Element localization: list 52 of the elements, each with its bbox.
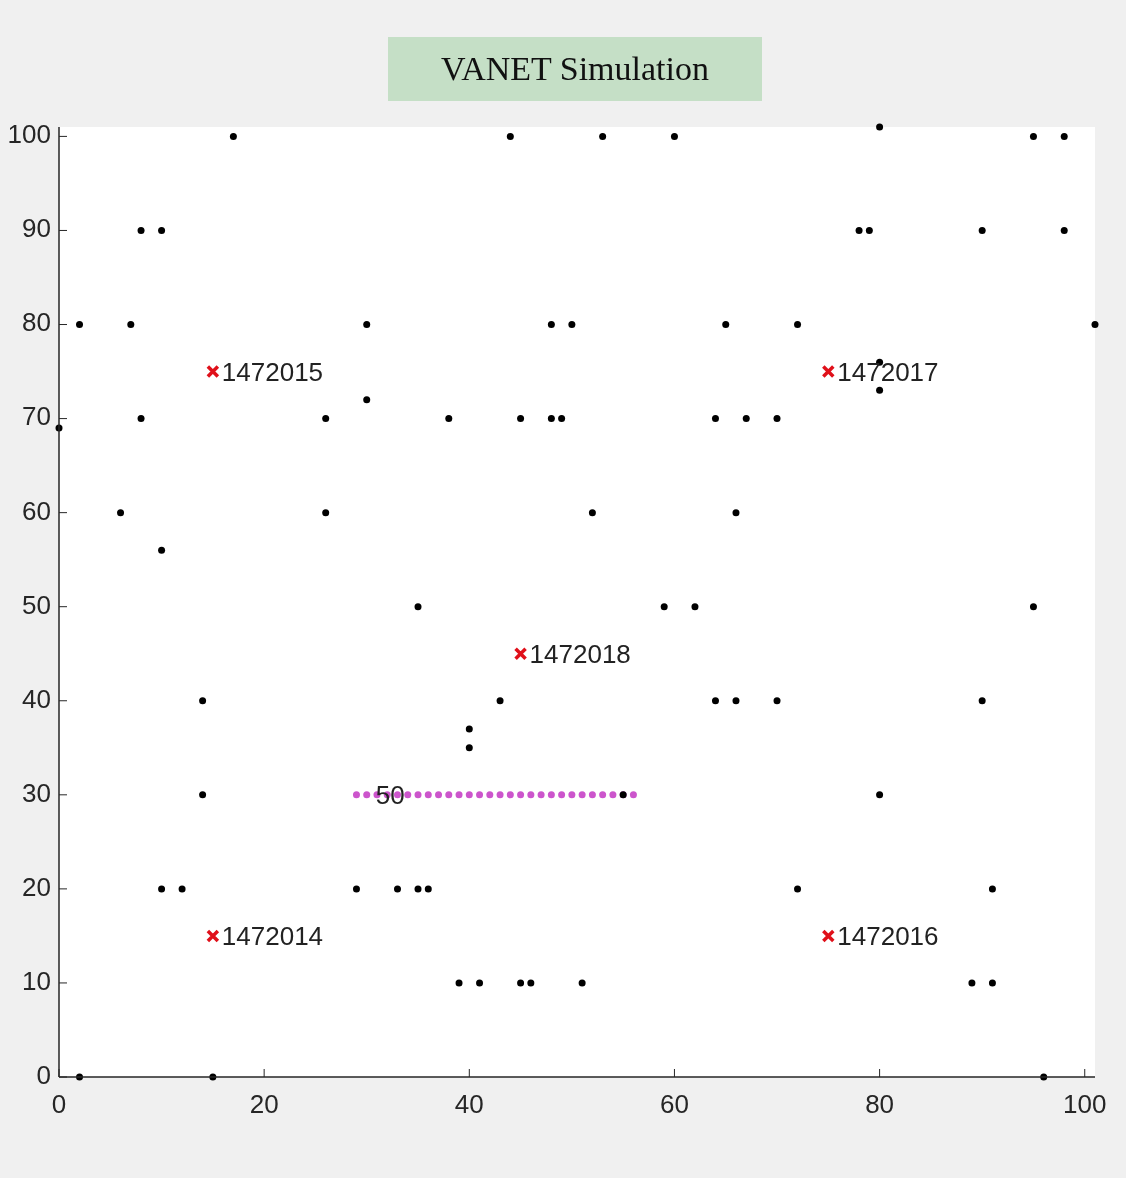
y-tick-label: 0 xyxy=(36,1059,51,1090)
annotation: 1472018 xyxy=(529,638,631,669)
point xyxy=(599,791,607,799)
point xyxy=(629,791,637,799)
x-tick-label: 40 xyxy=(454,1089,484,1119)
point xyxy=(568,791,576,799)
point xyxy=(506,791,514,799)
y-tick-label: 20 xyxy=(22,871,51,902)
x-tick-label: 60 xyxy=(659,1089,689,1119)
annotation: 1472015 xyxy=(221,356,324,387)
point xyxy=(435,791,443,799)
y-tick-label: 30 xyxy=(22,777,51,808)
y-tick-label: 90 xyxy=(22,213,51,244)
point xyxy=(404,791,412,799)
annotation: 50 xyxy=(375,779,405,810)
chart-title: VANET Simulation xyxy=(441,49,709,87)
point xyxy=(527,791,535,799)
x-tick-label: 20 xyxy=(249,1089,279,1119)
point xyxy=(537,791,545,799)
point xyxy=(206,929,220,943)
x-tick-label: 100 xyxy=(1063,1089,1107,1119)
point xyxy=(821,364,836,379)
annotation: 1472014 xyxy=(221,920,324,951)
point xyxy=(513,646,528,661)
point xyxy=(588,791,596,799)
point xyxy=(363,791,371,799)
annotation: 1472017 xyxy=(837,356,939,387)
y-tick-label: 10 xyxy=(22,965,51,996)
point xyxy=(206,364,220,379)
point xyxy=(414,791,422,799)
point xyxy=(455,791,463,799)
y-tick-label: 50 xyxy=(22,589,51,620)
point xyxy=(476,791,484,799)
annotation: 1472016 xyxy=(837,920,939,951)
y-tick-label: 40 xyxy=(22,683,51,714)
point xyxy=(352,791,360,799)
y-tick-label: 70 xyxy=(22,401,51,432)
point xyxy=(517,791,525,799)
point xyxy=(445,791,453,799)
point xyxy=(486,791,494,799)
point xyxy=(821,929,836,943)
y-tick-label: 60 xyxy=(22,495,51,526)
y-tick-label: 100 xyxy=(7,119,51,150)
point xyxy=(558,791,566,799)
point xyxy=(496,791,504,799)
x-tick-label: 80 xyxy=(865,1089,895,1119)
point xyxy=(465,791,473,799)
y-tick-label: 80 xyxy=(22,307,51,338)
point xyxy=(547,791,555,799)
point xyxy=(609,791,617,799)
point xyxy=(578,791,586,799)
point xyxy=(424,791,432,799)
